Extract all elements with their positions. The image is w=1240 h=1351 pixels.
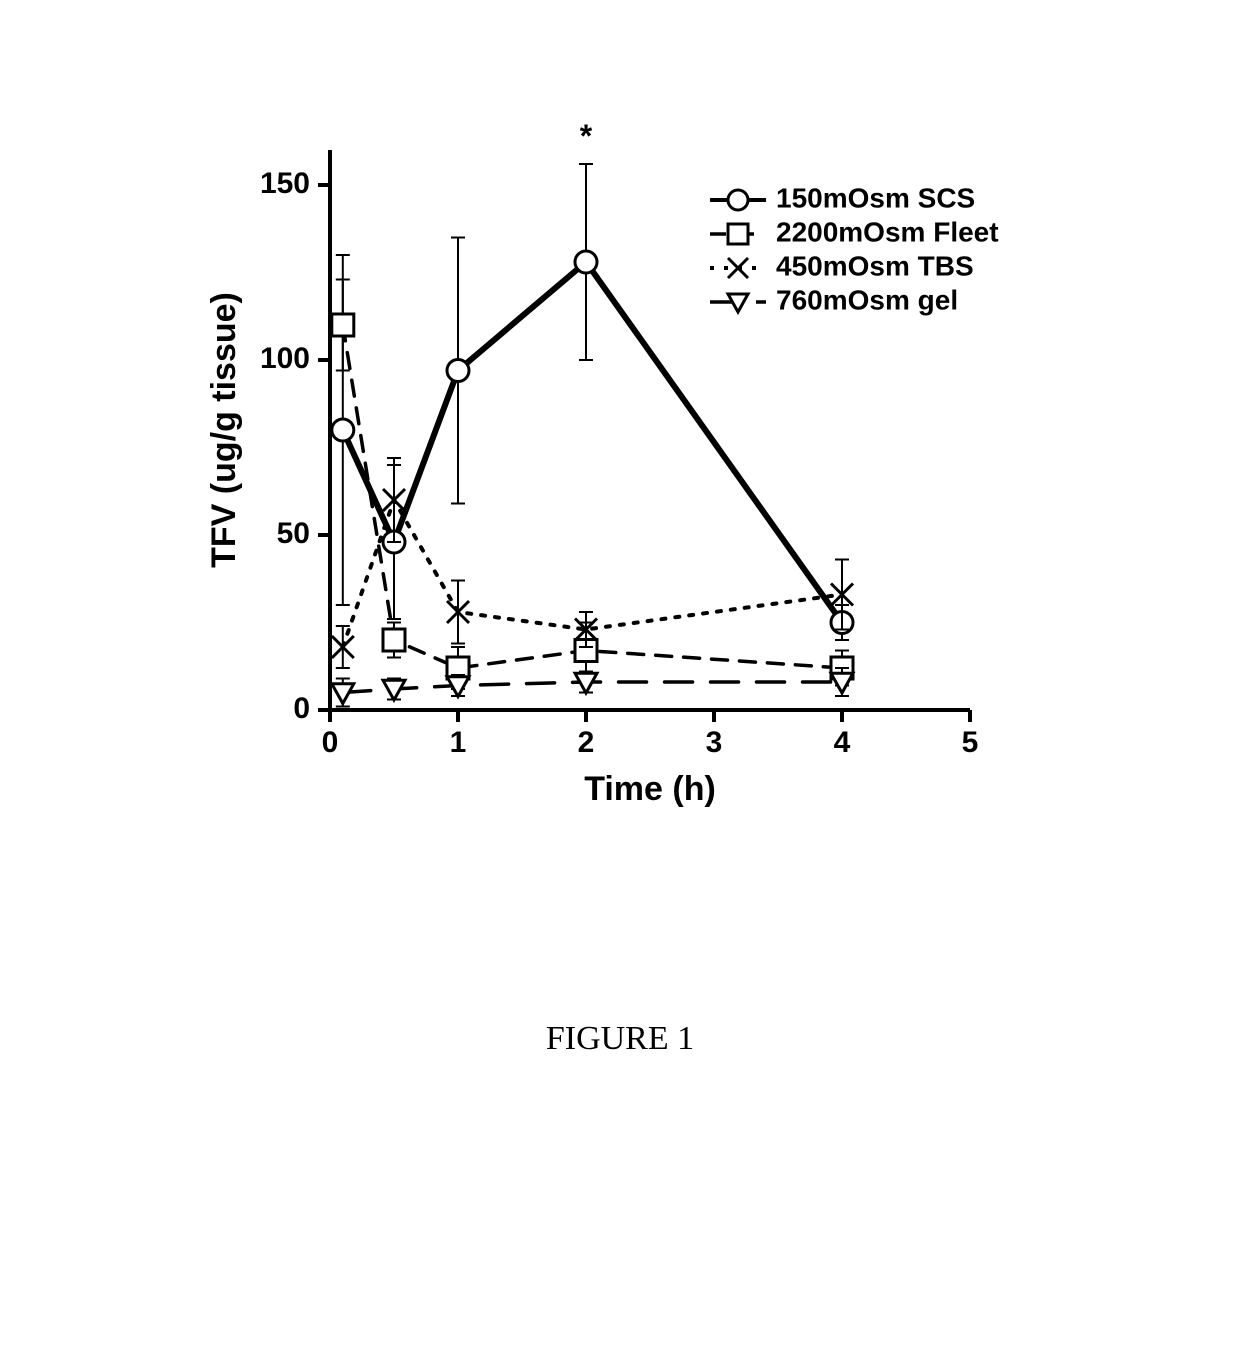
svg-text:TFV (ug/g tissue): TFV (ug/g tissue)	[205, 292, 243, 568]
svg-text:150: 150	[260, 167, 310, 200]
svg-text:100: 100	[260, 342, 310, 375]
svg-text:*: *	[580, 120, 593, 154]
chart-container: 0 50 100 150 0 1 2 3 4 5 Time (h) TFV (ug/g tissue)…	[180, 120, 1000, 865]
figure-caption: FIGURE 1	[0, 1020, 1240, 1058]
svg-text:2: 2	[578, 726, 595, 759]
svg-text:0: 0	[293, 692, 310, 725]
svg-text:2200mOsm Fleet: 2200mOsm Fleet	[776, 216, 999, 247]
svg-text:50: 50	[277, 517, 310, 550]
svg-text:Time (h): Time (h)	[584, 770, 716, 808]
svg-text:150mOsm SCS: 150mOsm SCS	[776, 182, 975, 213]
line-chart: 0 50 100 150 0 1 2 3 4 5 Time (h) TFV (ug/g tissue)…	[180, 120, 1000, 860]
svg-text:760mOsm gel: 760mOsm gel	[776, 284, 958, 315]
svg-text:4: 4	[834, 726, 851, 759]
svg-text:450mOsm TBS: 450mOsm TBS	[776, 250, 974, 281]
svg-text:0: 0	[322, 726, 339, 759]
page: 0 50 100 150 0 1 2 3 4 5 Time (h) TFV (ug/g tissue)…	[0, 0, 1240, 1351]
svg-text:1: 1	[450, 726, 467, 759]
svg-text:3: 3	[706, 726, 723, 759]
svg-text:5: 5	[962, 726, 979, 759]
